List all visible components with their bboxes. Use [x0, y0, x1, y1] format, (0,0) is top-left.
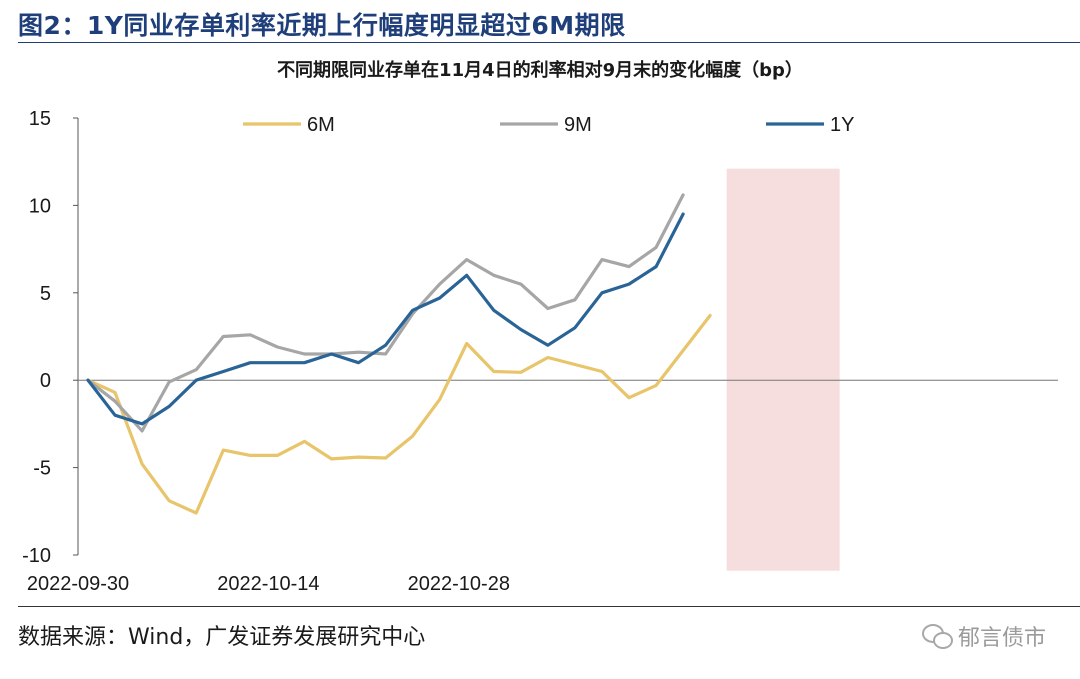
data-source: 数据来源：Wind，广发证券发展研究中心 [18, 625, 426, 650]
y-tick-label: -10 [22, 545, 51, 567]
legend-label-6m: 6M [307, 114, 335, 136]
watermark-label: 郁言债市 [957, 626, 1046, 651]
y-tick-label: 15 [29, 108, 51, 130]
y-tick-label: 10 [29, 195, 51, 217]
legend-label-1y: 1Y [830, 114, 854, 136]
x-tick-label: 2022-09-30 [27, 573, 129, 595]
title-rule [18, 42, 1080, 43]
footer-rule [18, 606, 1080, 607]
legend-label-9m: 9M [564, 114, 592, 136]
x-tick-label: 2022-10-28 [408, 573, 510, 595]
chart-title: 不同期限同业存单在11月4日的利率相对9月末的变化幅度（bp） [277, 60, 803, 81]
watermark: 郁言债市 [921, 620, 1046, 652]
figure-title: 图2：1Y同业存单利率近期上行幅度明显超过6M期限 [18, 11, 626, 40]
x-tick-label: 2022-10-14 [217, 573, 319, 595]
series-line-6m [86, 313, 712, 515]
y-tick-label: 5 [40, 283, 51, 305]
y-tick-label: -5 [33, 458, 51, 480]
series-line-9m [86, 193, 685, 433]
highlight-region [726, 168, 840, 571]
y-tick-label: 0 [40, 370, 51, 392]
wechat-icon [921, 624, 953, 649]
series-line-1y [86, 212, 685, 426]
